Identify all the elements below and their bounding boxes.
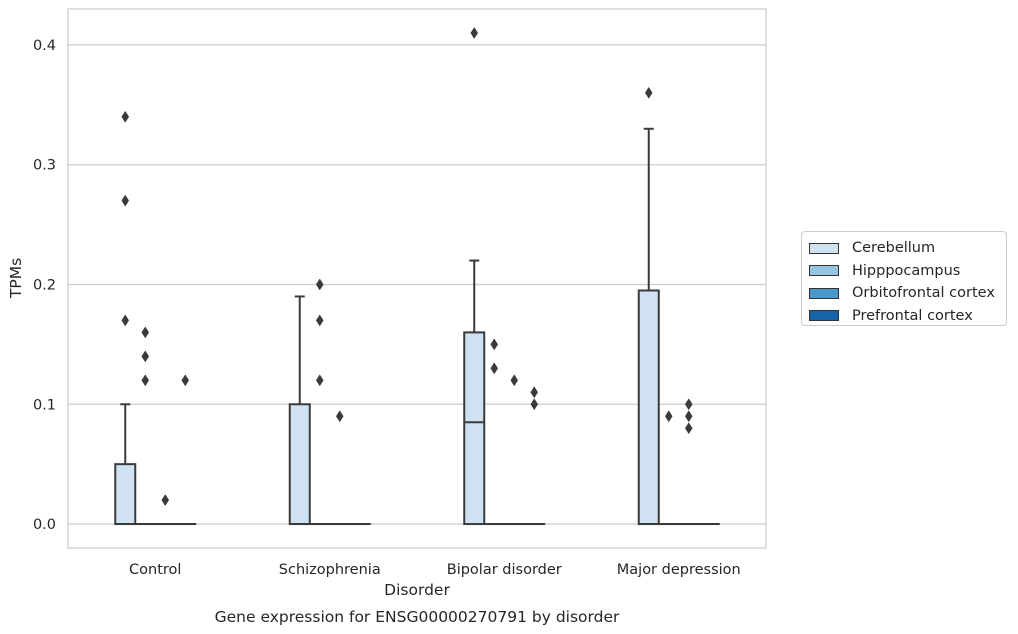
box-body [463, 331, 486, 526]
legend-item: Prefrontal cortex [809, 305, 1006, 328]
y-axis-label: TPMs [7, 258, 25, 299]
box-body [114, 463, 137, 526]
outlier-point [644, 86, 653, 99]
outlier-point [161, 494, 170, 507]
box-body [288, 403, 311, 526]
box-1-0 [134, 326, 157, 526]
outlier-point [315, 278, 324, 291]
box-body [637, 289, 660, 526]
y-tick-label: 0.0 [33, 517, 56, 533]
outlier-point [121, 110, 130, 123]
x-axis-label: Disorder [384, 581, 450, 599]
outlier-point [490, 338, 499, 351]
outlier-point [335, 410, 344, 423]
gridlines [68, 44, 766, 525]
outlier-point [315, 374, 324, 387]
legend-swatch [809, 310, 839, 322]
box-1-1 [308, 278, 331, 526]
box-0-3 [637, 86, 660, 526]
legend: Cerebellum Hipppocampus Orbitofrontal cort… [801, 231, 1007, 326]
box-2-3 [677, 398, 700, 526]
outlier-point [530, 398, 539, 411]
legend-swatch [809, 265, 839, 277]
x-tick-label: Bipolar disorder [447, 562, 562, 578]
box-3-0 [174, 374, 197, 526]
legend-label: Cerebellum [852, 240, 936, 257]
outlier-point [315, 314, 324, 327]
y-tick-label: 0.2 [33, 277, 56, 293]
outlier-point [121, 194, 130, 207]
outlier-point [121, 314, 130, 327]
y-tick-label: 0.1 [33, 397, 56, 413]
box-0-2 [463, 26, 486, 526]
legend-swatch [809, 242, 839, 254]
outlier-point [470, 26, 479, 39]
outlier-point [530, 386, 539, 399]
x-tick-label: Major depression [617, 562, 741, 578]
outlier-point [684, 422, 693, 435]
box-0-0 [114, 110, 137, 526]
outlier-point [510, 374, 519, 387]
x-tick-label: Schizophrenia [279, 562, 381, 578]
box-0-1 [288, 295, 311, 526]
outlier-point [141, 350, 150, 363]
y-tick-label: 0.3 [33, 158, 56, 174]
x-axis-ticks: Control Schizophrenia Bipolar disorder Majo… [129, 562, 741, 578]
plot-frame [67, 8, 767, 549]
legend-swatch [809, 287, 839, 299]
outlier-point [181, 374, 190, 387]
legend-label: Orbitofrontal cortex [852, 285, 995, 302]
outlier-point [684, 410, 693, 423]
box-2-0 [154, 494, 177, 526]
box-1-3 [657, 410, 680, 526]
box-3-2 [523, 386, 546, 526]
box-1-2 [483, 338, 506, 526]
box-2-2 [503, 374, 526, 526]
chart-caption: Gene expression for ENSG00000270791 by d… [215, 608, 620, 626]
outlier-point [684, 398, 693, 411]
legend-label: Hipppocampus [852, 262, 961, 279]
y-tick-label: 0.4 [33, 38, 56, 54]
outlier-point [664, 410, 673, 423]
outlier-point [141, 374, 150, 387]
legend-item: Orbitofrontal cortex [809, 282, 1006, 305]
outlier-point [141, 326, 150, 339]
legend-label: Prefrontal cortex [852, 307, 973, 324]
y-axis-ticks: 0.0 0.1 0.2 0.3 0.4 [33, 38, 56, 533]
legend-item: Hipppocampus [809, 260, 1006, 283]
box-plot-marks [114, 26, 720, 526]
box-2-1 [328, 410, 351, 526]
x-tick-label: Control [129, 562, 181, 578]
outlier-point [490, 362, 499, 375]
legend-item: Cerebellum [809, 237, 1006, 260]
